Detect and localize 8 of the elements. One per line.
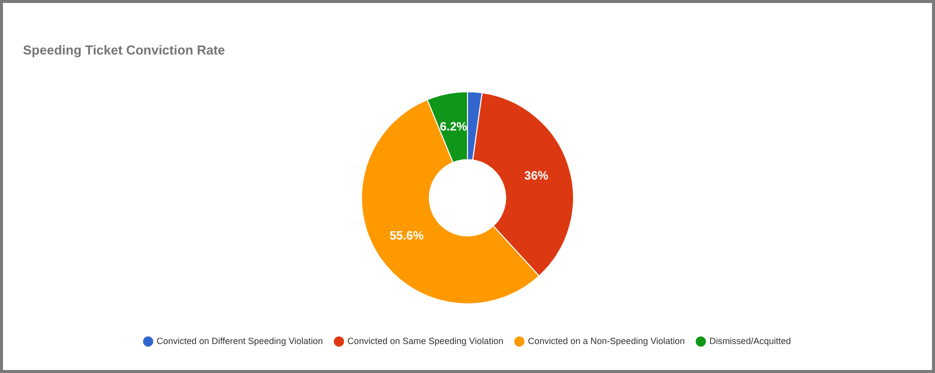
legend-label: Dismissed/Acquitted	[709, 336, 791, 346]
data-label: 55.6%	[390, 228, 424, 243]
legend-label: Convicted on Same Speeding Violation	[347, 336, 504, 346]
legend-label: Convicted on a Non-Speeding Violation	[528, 336, 685, 346]
data-label: 36%	[524, 168, 549, 183]
legend-label: Convicted on Different Speeding Violation	[156, 336, 323, 346]
data-label: 6.2%	[440, 119, 468, 134]
chart-title: Speeding Ticket Conviction Rate	[23, 42, 226, 58]
